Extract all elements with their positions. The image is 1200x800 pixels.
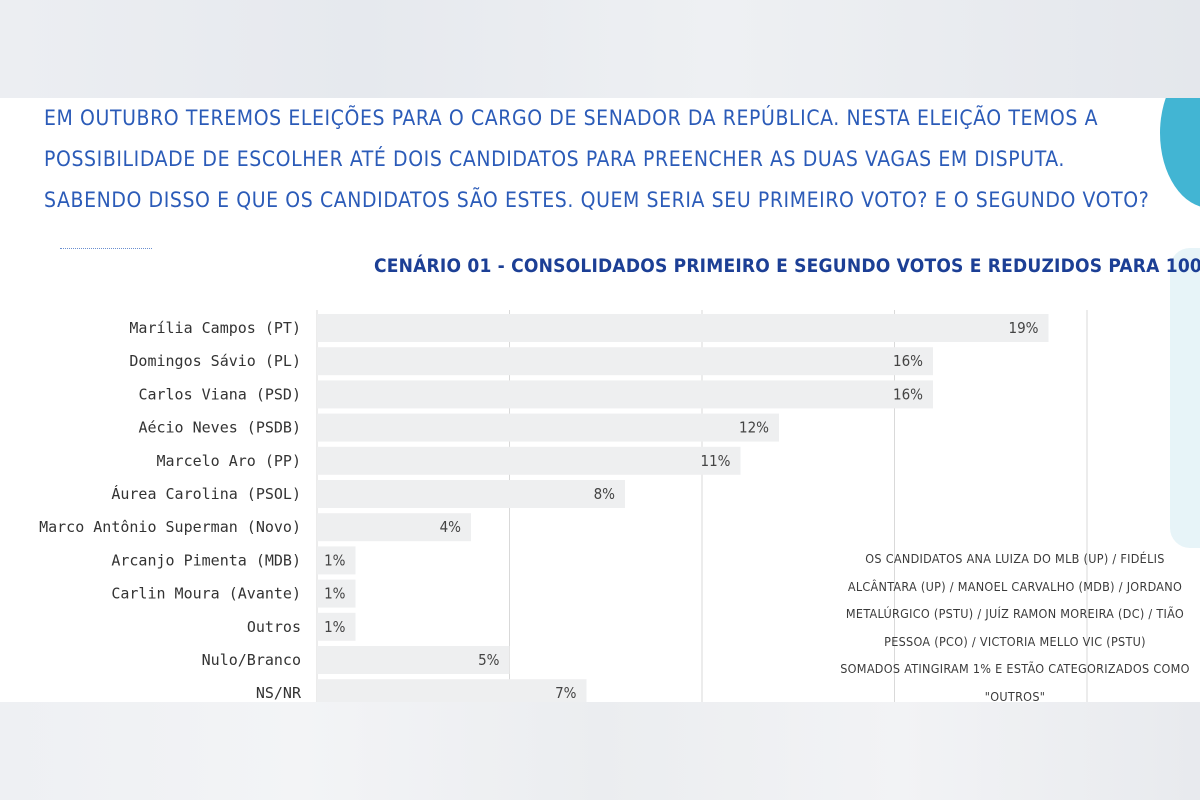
bar (317, 612, 356, 641)
data-label: 4% (440, 518, 462, 536)
footnote-line: OS CANDIDATOS ANA LUIZA DO MLB (UP) / FI… (865, 551, 1165, 566)
footnote-line: PESSOA (PCO) / VICTORIA MELLO VIC (PSTU) (884, 633, 1146, 649)
category-label: Aécio Neves (PSDB) (138, 419, 301, 437)
footnote-line: "OUTROS" (984, 688, 1046, 703)
footnote-line: SOMADOS ATINGIRAM 1% E ESTÃO CATEGORIZAD… (840, 661, 1190, 676)
category-label: Carlos Viana (PSD) (138, 385, 301, 403)
data-label: 5% (478, 651, 500, 669)
footnote-line: ALCÂNTARA (UP) / MANOEL CARVALHO (MDB) /… (847, 578, 1183, 594)
data-label: 16% (893, 352, 923, 370)
category-label: NS/NR (256, 684, 302, 702)
category-label: Outros (247, 618, 301, 636)
bar-chart: Marília Campos (PT) 19% Domingos Sávio (PL… (39, 310, 1088, 702)
bar (317, 480, 625, 508)
data-label: 7% (555, 684, 577, 702)
bar (317, 446, 741, 475)
dotted-divider (60, 248, 152, 249)
others-footnote: OS CANDIDATOS ANA LUIZA DO MLB (UP) / FI… (840, 545, 1190, 702)
category-label: Carlin Moura (Avante) (111, 585, 301, 603)
data-label: 16% (893, 385, 923, 403)
category-label: Nulo/Branco (202, 651, 301, 669)
category-label: Marília Campos (PT) (129, 319, 301, 337)
chart-title: CENÁRIO 01 - CONSOLIDADOS PRIMEIRO E SEG… (374, 255, 1200, 277)
bar (317, 413, 779, 442)
decorative-shape (1170, 248, 1200, 548)
bar (317, 347, 933, 376)
footnote-line: METALÚRGICO (PSTU) / JUÍZ RAMON MOREIRA … (845, 606, 1185, 621)
bar (317, 546, 356, 575)
category-label: Arcanjo Pimenta (MDB) (111, 551, 301, 569)
question-line: EM OUTUBRO TEREMOS ELEIÇÕES PARA O CARGO… (44, 106, 1099, 130)
question-line: SABENDO DISSO E QUE OS CANDIDATOS SÃO ES… (44, 188, 1150, 212)
bar (317, 579, 356, 608)
bar (317, 679, 587, 702)
data-label: 19% (1009, 319, 1039, 337)
data-label: 1% (324, 585, 346, 603)
category-label: Domingos Sávio (PL) (129, 352, 301, 370)
data-label: 1% (324, 618, 346, 636)
bar (317, 513, 471, 542)
data-label: 8% (594, 485, 616, 503)
question-text: EM OUTUBRO TEREMOS ELEIÇÕES PARA O CARGO… (44, 98, 1150, 221)
category-label: Áurea Carolina (PSOL) (111, 484, 301, 503)
question-line: POSSIBILIDADE DE ESCOLHER ATÉ DOIS CANDI… (44, 147, 1065, 171)
bar (317, 314, 1049, 342)
survey-slide: EM OUTUBRO TEREMOS ELEIÇÕES PARA O CARGO… (0, 98, 1200, 702)
bar (317, 380, 933, 409)
top-blurred-background (0, 0, 1200, 98)
bar (317, 646, 510, 674)
category-label: Marcelo Aro (PP) (157, 452, 302, 470)
data-label: 11% (701, 452, 731, 470)
data-label: 12% (739, 419, 769, 437)
category-label: Marco Antônio Superman (Novo) (39, 518, 301, 536)
bottom-blurred-background (0, 702, 1200, 800)
data-label: 1% (324, 551, 346, 569)
